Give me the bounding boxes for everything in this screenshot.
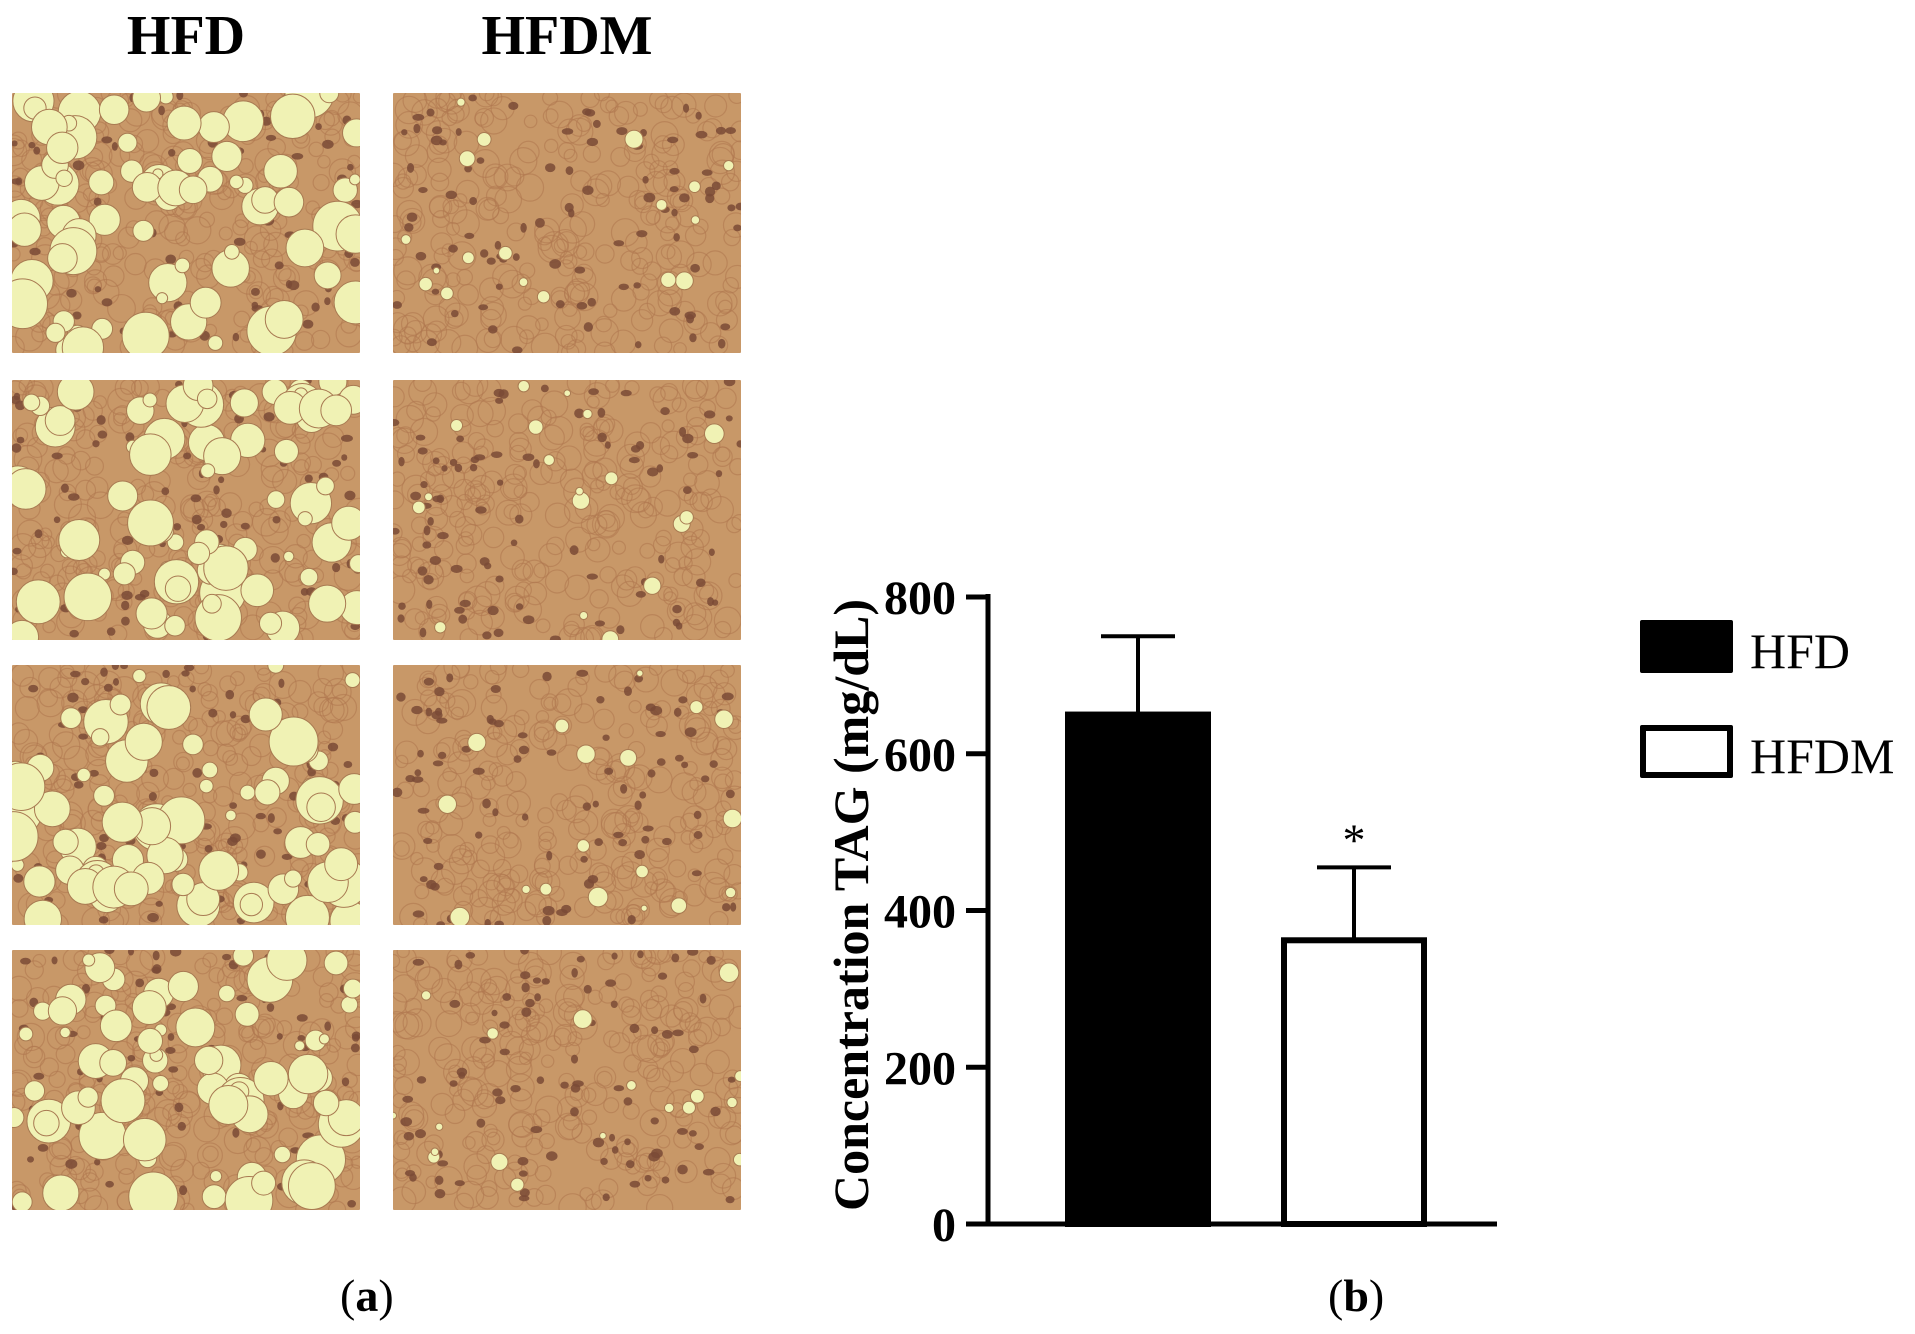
panel-label-a: (a)	[340, 1270, 394, 1321]
micrograph-hfd-2	[12, 380, 360, 640]
legend-label-hfd: HFD	[1750, 623, 1851, 679]
legend-label-hfdm: HFDM	[1750, 728, 1895, 784]
micrograph-hfdm-3	[393, 665, 741, 925]
micrograph-hfdm-4	[393, 950, 741, 1210]
bar-hfd	[1065, 711, 1211, 1227]
micrograph-hfd-3	[12, 665, 360, 925]
micrograph-hfd-4	[12, 950, 360, 1210]
y-tick-label: 800	[884, 572, 956, 625]
y-tick-label: 0	[932, 1199, 956, 1252]
y-tick-label: 400	[884, 886, 956, 939]
column-header-hfdm: HFDM	[481, 5, 653, 67]
bar-hfdm	[1281, 937, 1427, 1227]
micrograph-hfdm-2	[393, 380, 741, 640]
panel-label-b: (b)	[1328, 1270, 1385, 1321]
legend-swatch-hfd	[1640, 620, 1733, 673]
legend-swatch-hfdm	[1640, 725, 1733, 778]
significance-marker: *	[1343, 814, 1366, 865]
y-tick-label: 600	[884, 729, 956, 782]
y-tick-label: 200	[884, 1042, 956, 1095]
column-header-hfd: HFD	[126, 5, 246, 67]
micrograph-hfd-1	[12, 93, 360, 353]
micrograph-hfdm-1	[393, 93, 741, 353]
y-axis-label: Concentration TAG (mg/dL)	[823, 599, 879, 1211]
